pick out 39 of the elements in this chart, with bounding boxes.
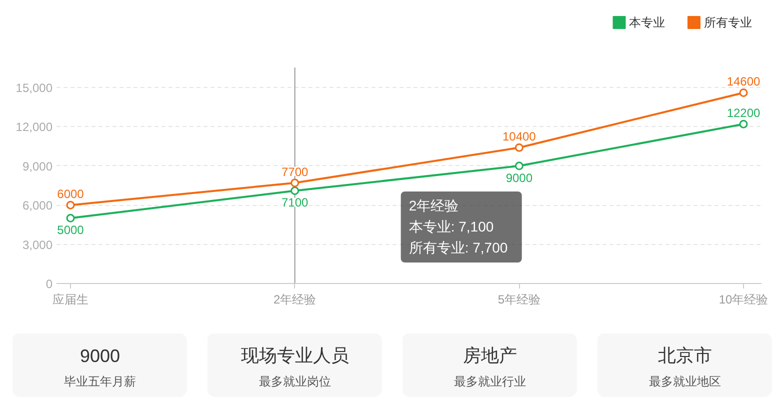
data-label: 7700 bbox=[281, 164, 309, 179]
x-tick-label: 应届生 bbox=[52, 292, 88, 306]
point bbox=[290, 186, 300, 195]
text: 最多就业地区 bbox=[649, 374, 721, 388]
x-tick-label: 2年经验 bbox=[273, 292, 316, 306]
data-label: 10400 bbox=[502, 130, 536, 144]
text: 毕业五年月薪 bbox=[64, 374, 136, 388]
y-tick-label: 6,000 bbox=[22, 198, 53, 213]
text: 9000 bbox=[80, 346, 120, 366]
y-tick-label: 9,000 bbox=[22, 159, 53, 174]
point bbox=[739, 88, 748, 97]
text: 最多就业行业 bbox=[454, 374, 526, 388]
x-tick-label: 10年经验 bbox=[718, 292, 768, 306]
annotation: 所有专业: 7,700 bbox=[408, 240, 508, 256]
text: 最多就业岗位 bbox=[259, 374, 331, 388]
text: 现场专业人员 bbox=[241, 346, 349, 366]
point bbox=[66, 200, 75, 210]
text: 北京市 bbox=[658, 346, 712, 366]
y-tick-label: 3,000 bbox=[22, 238, 53, 252]
data-label: 7100 bbox=[281, 196, 309, 210]
point bbox=[290, 178, 300, 188]
point bbox=[739, 120, 748, 128]
annotation: 2年经验 bbox=[408, 198, 459, 214]
data-label: 6000 bbox=[57, 187, 84, 202]
x-tick-label: 5年经验 bbox=[498, 292, 541, 306]
annotation: 本专业: 7,100 bbox=[408, 218, 494, 234]
point bbox=[66, 214, 75, 222]
point bbox=[514, 143, 524, 152]
text: 房地产 bbox=[463, 346, 517, 366]
data-label: 9000 bbox=[506, 170, 533, 185]
legend-label: 本专业 bbox=[629, 16, 666, 30]
y-tick-label: 12,000 bbox=[16, 120, 53, 134]
y-tick-label: 0 bbox=[46, 277, 53, 291]
y-tick-label: 15,000 bbox=[16, 81, 53, 95]
data-label: 12200 bbox=[726, 106, 761, 120]
point bbox=[514, 162, 524, 170]
data-label: 5000 bbox=[57, 223, 84, 238]
data-label: 14600 bbox=[726, 74, 761, 89]
legend-label: 所有专业 bbox=[704, 16, 752, 30]
